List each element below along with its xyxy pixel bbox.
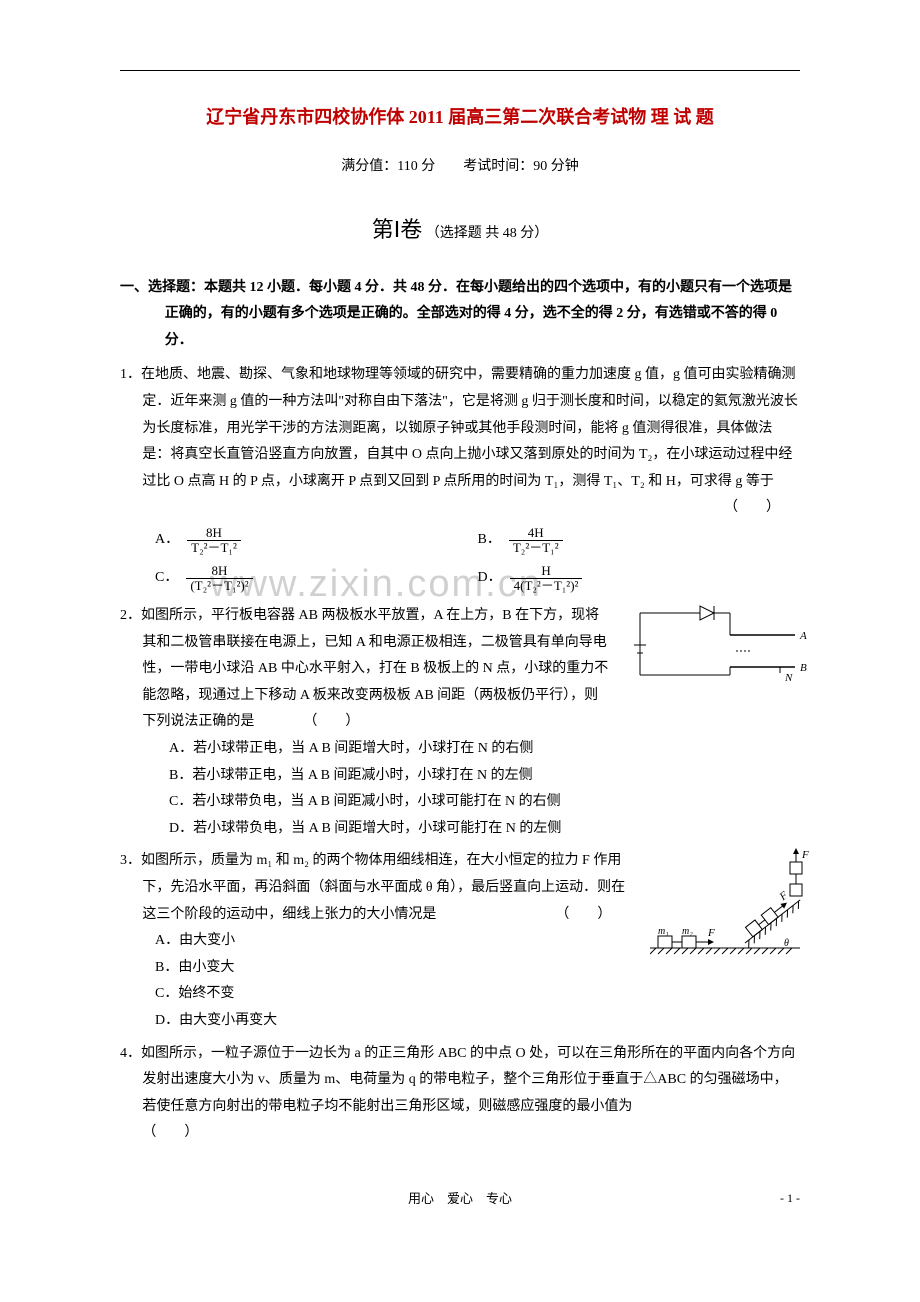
page-number: - 1 -: [780, 1187, 800, 1210]
q2-label-n: N: [784, 672, 793, 684]
opt-label: B．: [478, 527, 501, 554]
numerator: 8H: [202, 526, 226, 540]
q2-opt-c: C．若小球带负电，当 A B 间距减小时，小球可能打在 N 的右侧: [120, 789, 800, 816]
q2-opt-a: A．若小球带正电，当 A B 间距增大时，小球打在 N 的右侧: [120, 736, 800, 763]
fraction: 4H T₂²－T₁²: [509, 526, 563, 556]
question-1: 1．在地质、地震、勘探、气象和地球物理等领域的研究中，需要精确的重力加速度 g …: [120, 362, 800, 597]
q1-body: 1．在地质、地震、勘探、气象和地球物理等领域的研究中，需要精确的重力加速度 g …: [120, 362, 800, 495]
opt-label: C．: [155, 565, 178, 592]
q1-opt-b: B． 4H T₂²－T₁²: [478, 522, 801, 560]
question-3: F: [120, 848, 800, 1034]
q3-opt-c: C．始终不变: [120, 981, 800, 1008]
footer-text: 用心 爱心 专心: [408, 1191, 512, 1206]
section-sub: （选择题 共 48 分）: [426, 226, 549, 241]
section-main: 第Ⅰ卷: [372, 217, 423, 242]
denominator: 4(T₂²－T₁²)²: [510, 578, 583, 593]
q3-opt-d: D．由大变小再变大: [120, 1008, 800, 1035]
denominator: (T₂²－T₁²)²: [186, 578, 252, 593]
svg-text:F: F: [801, 849, 809, 861]
q1-paren: （ ）: [120, 495, 800, 522]
instructions: 一、选择题：本题共 12 小题．每小题 4 分．共 48 分．在每小题给出的四个…: [120, 275, 800, 355]
q1-opt-c: C． 8H (T₂²－T₁²)²: [155, 560, 478, 598]
q2-figure: A B N: [630, 603, 810, 703]
denominator: T₂²－T₁²: [187, 540, 241, 555]
numerator: 4H: [524, 526, 548, 540]
footer: 用心 爱心 专心 - 1 -: [120, 1187, 800, 1212]
svg-text:F: F: [777, 890, 791, 904]
page-content: 辽宁省丹东市四校协作体 2011 届高三第二次联合考试物 理 试 题 满分值：1…: [120, 100, 800, 1212]
q1-row-cd: C． 8H (T₂²－T₁²)² D． H 4(T₂²－T₁²)²: [120, 560, 800, 598]
svg-text:θ: θ: [784, 938, 789, 949]
q1-opt-d: D． H 4(T₂²－T₁²)²: [478, 560, 801, 598]
numerator: 8H: [208, 564, 232, 578]
q2-label-b: B: [800, 662, 807, 674]
svg-text:F: F: [707, 927, 715, 939]
q4-body: 4．如图所示，一粒子源位于一边长为 a 的正三角形 ABC 的中点 O 处，可以…: [120, 1041, 800, 1147]
numerator: H: [537, 564, 554, 578]
q1-opt-a: A． 8H T₂²－T₁²: [155, 522, 478, 560]
opt-label: D．: [478, 565, 502, 592]
fraction: 8H T₂²－T₁²: [187, 526, 241, 556]
fraction: 8H (T₂²－T₁²)²: [186, 564, 252, 594]
q2-opt-b: B．若小球带正电，当 A B 间距减小时，小球打在 N 的左侧: [120, 763, 800, 790]
q2-label-a: A: [799, 630, 807, 642]
q1-row-ab: A． 8H T₂²－T₁² B． 4H T₂²－T₁²: [120, 522, 800, 560]
q2-opt-d: D．若小球带负电，当 A B 间距增大时，小球可能打在 N 的左侧: [120, 816, 800, 843]
question-4: 4．如图所示，一粒子源位于一边长为 a 的正三角形 ABC 的中点 O 处，可以…: [120, 1041, 800, 1147]
exam-title: 辽宁省丹东市四校协作体 2011 届高三第二次联合考试物 理 试 题: [120, 100, 800, 134]
opt-label: A．: [155, 527, 179, 554]
fraction: H 4(T₂²－T₁²)²: [510, 564, 583, 594]
svg-text:m₁: m₁: [658, 926, 669, 937]
exam-meta: 满分值：110 分 考试时间：90 分钟: [120, 154, 800, 181]
svg-text:m₂: m₂: [682, 926, 693, 937]
top-rule: [120, 70, 800, 71]
denominator: T₂²－T₁²: [509, 540, 563, 555]
section-title: 第Ⅰ卷 （选择题 共 48 分）: [120, 209, 800, 251]
q3-figure: F: [650, 848, 810, 968]
question-2: A B N 2．如图所示，平行板电容器 AB 两极板水平放置，A 在上方，B 在…: [120, 603, 800, 842]
